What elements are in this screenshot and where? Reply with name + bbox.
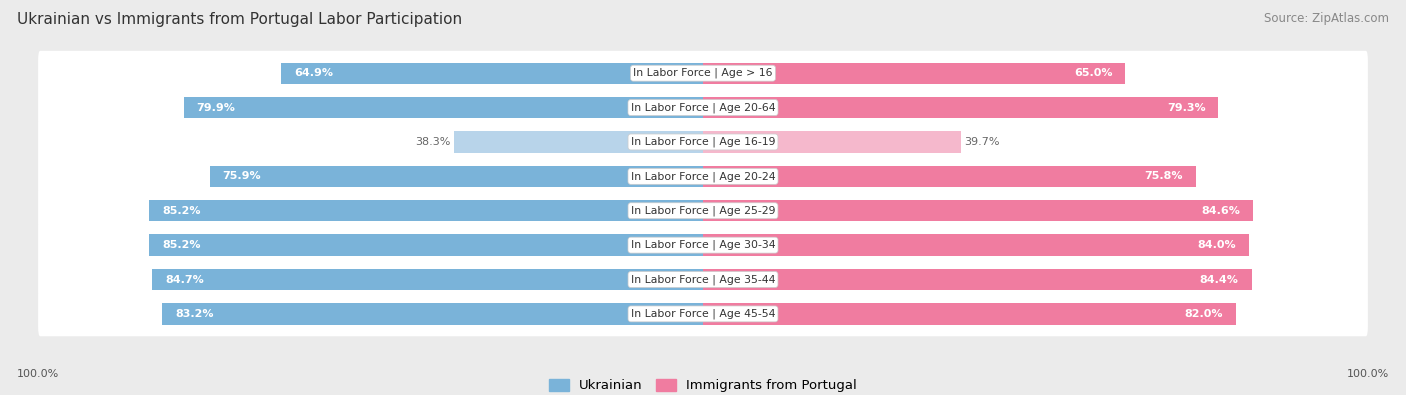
- Bar: [703, 131, 962, 152]
- Text: In Labor Force | Age 25-29: In Labor Force | Age 25-29: [631, 205, 775, 216]
- Text: 84.0%: 84.0%: [1198, 240, 1236, 250]
- Text: 75.9%: 75.9%: [222, 171, 262, 181]
- Text: 100.0%: 100.0%: [17, 369, 59, 379]
- Text: 84.4%: 84.4%: [1199, 275, 1239, 284]
- FancyBboxPatch shape: [38, 154, 1368, 199]
- Text: 75.8%: 75.8%: [1144, 171, 1182, 181]
- Bar: [703, 303, 1236, 325]
- Bar: [703, 200, 1253, 222]
- Text: 79.9%: 79.9%: [197, 103, 236, 113]
- Text: 84.7%: 84.7%: [166, 275, 204, 284]
- Text: 84.6%: 84.6%: [1201, 206, 1240, 216]
- Bar: [162, 303, 703, 325]
- Bar: [703, 97, 1219, 118]
- FancyBboxPatch shape: [38, 51, 1368, 96]
- FancyBboxPatch shape: [38, 188, 1368, 233]
- Text: In Labor Force | Age 20-64: In Labor Force | Age 20-64: [631, 102, 775, 113]
- Legend: Ukrainian, Immigrants from Portugal: Ukrainian, Immigrants from Portugal: [544, 373, 862, 395]
- Text: 38.3%: 38.3%: [415, 137, 451, 147]
- Text: 64.9%: 64.9%: [294, 68, 333, 78]
- Text: In Labor Force | Age 35-44: In Labor Force | Age 35-44: [631, 274, 775, 285]
- FancyBboxPatch shape: [38, 257, 1368, 302]
- FancyBboxPatch shape: [38, 85, 1368, 130]
- Text: 65.0%: 65.0%: [1074, 68, 1112, 78]
- Bar: [703, 166, 1195, 187]
- Text: Ukrainian vs Immigrants from Portugal Labor Participation: Ukrainian vs Immigrants from Portugal La…: [17, 12, 463, 27]
- Bar: [703, 235, 1249, 256]
- Text: In Labor Force | Age 45-54: In Labor Force | Age 45-54: [631, 308, 775, 319]
- Bar: [152, 269, 703, 290]
- Text: In Labor Force | Age > 16: In Labor Force | Age > 16: [633, 68, 773, 79]
- FancyBboxPatch shape: [38, 292, 1368, 336]
- Text: 83.2%: 83.2%: [176, 309, 214, 319]
- Text: 79.3%: 79.3%: [1167, 103, 1205, 113]
- Bar: [703, 62, 1125, 84]
- Bar: [184, 97, 703, 118]
- Bar: [149, 200, 703, 222]
- Text: 85.2%: 85.2%: [162, 240, 201, 250]
- Text: 100.0%: 100.0%: [1347, 369, 1389, 379]
- Bar: [209, 166, 703, 187]
- Bar: [454, 131, 703, 152]
- FancyBboxPatch shape: [38, 223, 1368, 267]
- Text: In Labor Force | Age 30-34: In Labor Force | Age 30-34: [631, 240, 775, 250]
- Text: 85.2%: 85.2%: [162, 206, 201, 216]
- Text: In Labor Force | Age 16-19: In Labor Force | Age 16-19: [631, 137, 775, 147]
- Text: Source: ZipAtlas.com: Source: ZipAtlas.com: [1264, 12, 1389, 25]
- Bar: [149, 235, 703, 256]
- Bar: [281, 62, 703, 84]
- FancyBboxPatch shape: [38, 120, 1368, 164]
- Bar: [703, 269, 1251, 290]
- Text: 82.0%: 82.0%: [1184, 309, 1223, 319]
- Text: In Labor Force | Age 20-24: In Labor Force | Age 20-24: [631, 171, 775, 182]
- Text: 39.7%: 39.7%: [965, 137, 1000, 147]
